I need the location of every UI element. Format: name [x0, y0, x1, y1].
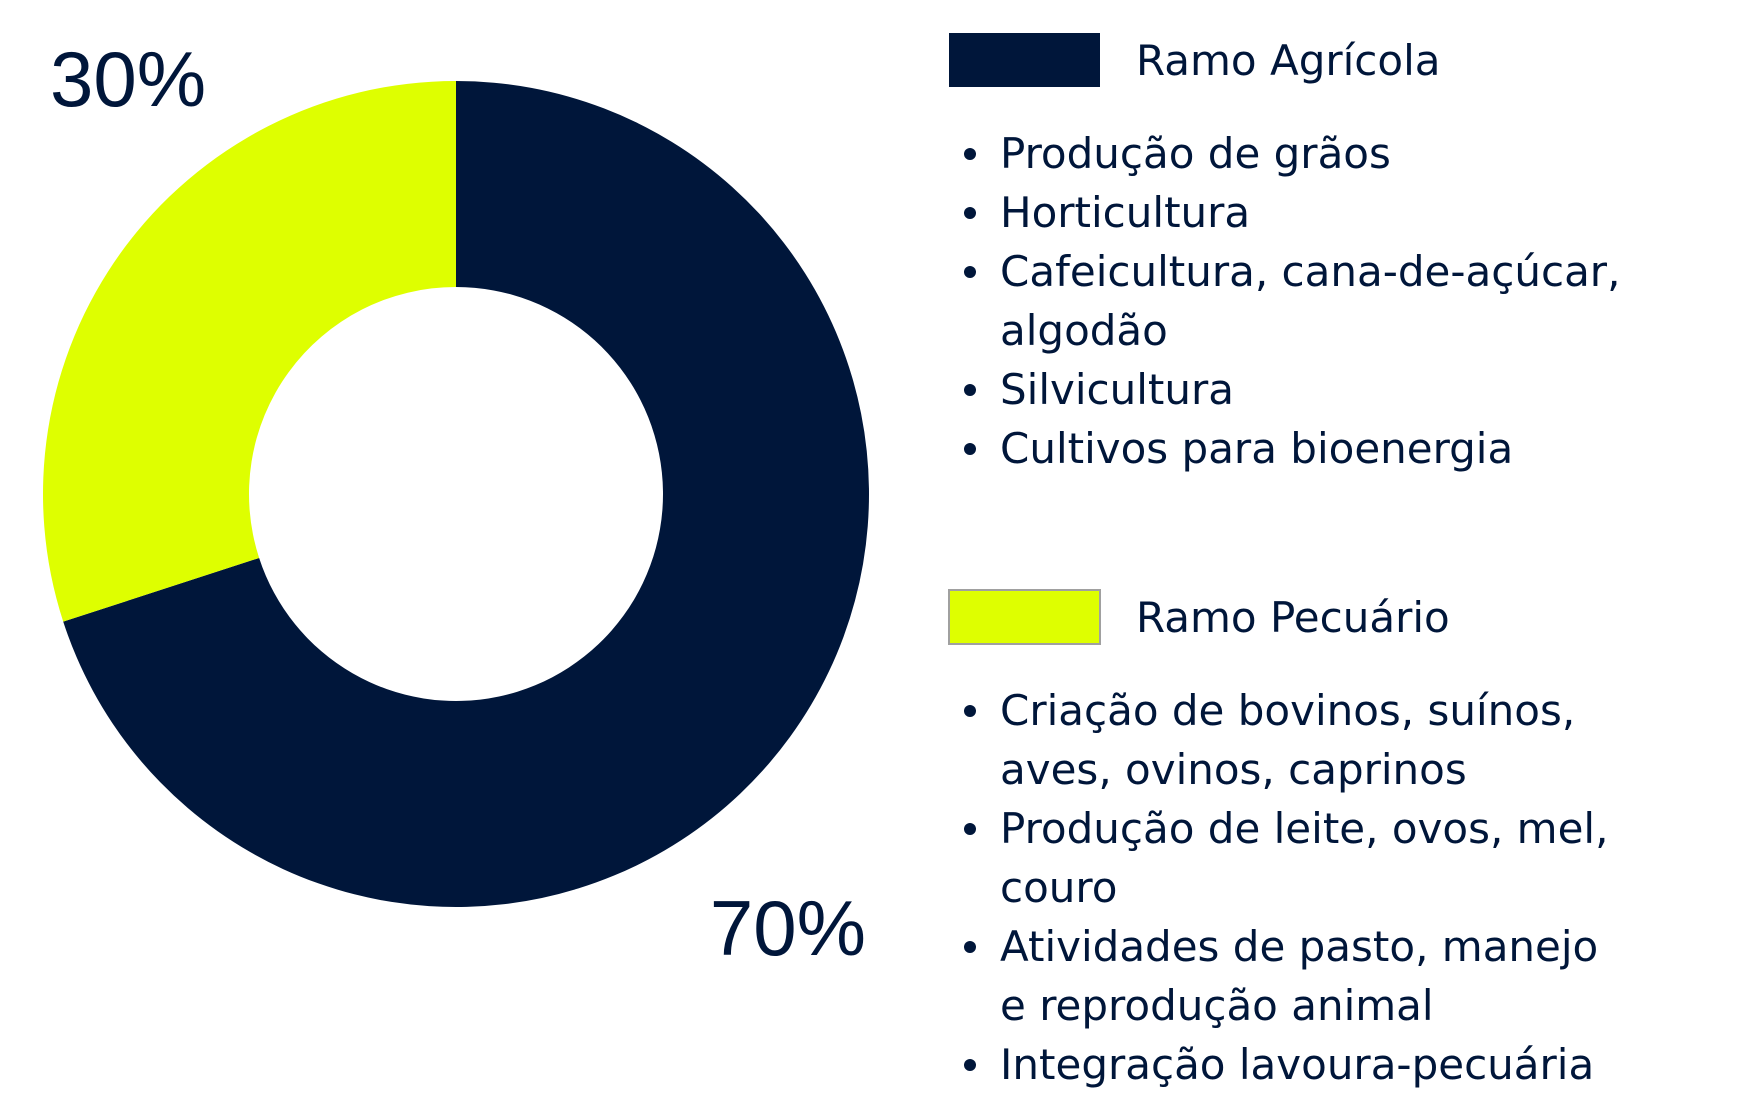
donut-segment: [42, 81, 457, 622]
bullet: [964, 443, 976, 455]
list-item: e reprodução animal: [1000, 981, 1434, 1030]
value-label: 30%: [50, 35, 206, 123]
list-item: algodão: [1000, 306, 1168, 355]
list-item: Integração lavoura-pecuária: [1000, 1040, 1594, 1089]
list-item: couro: [1000, 863, 1117, 912]
list-item: Criação de bovinos, suínos,: [1000, 686, 1575, 735]
list-item: Cultivos para bioenergia: [1000, 424, 1513, 473]
bullet: [964, 207, 976, 219]
bullet: [964, 823, 976, 835]
list-item: Produção de leite, ovos, mel,: [1000, 804, 1608, 853]
list-item: Horticultura: [1000, 188, 1250, 237]
bullet: [964, 148, 976, 160]
bullet: [964, 941, 976, 953]
bullet: [964, 384, 976, 396]
bullet: [964, 705, 976, 717]
list-item: Produção de grãos: [1000, 129, 1391, 178]
legend-label: Ramo Pecuário: [1136, 593, 1450, 642]
donut-segment: [63, 81, 869, 907]
bullet: [964, 266, 976, 278]
list-item: Cafeicultura, cana-de-açúcar,: [1000, 247, 1620, 296]
list-item: aves, ovinos, caprinos: [1000, 745, 1467, 794]
legend-label: Ramo Agrícola: [1136, 36, 1440, 85]
legend-swatch: [949, 33, 1100, 87]
legend-swatch: [948, 589, 1101, 645]
bullet: [964, 1059, 976, 1071]
value-label: 70%: [710, 884, 866, 972]
list-item: Atividades de pasto, manejo: [1000, 922, 1598, 971]
list-item: Silvicultura: [1000, 365, 1234, 414]
